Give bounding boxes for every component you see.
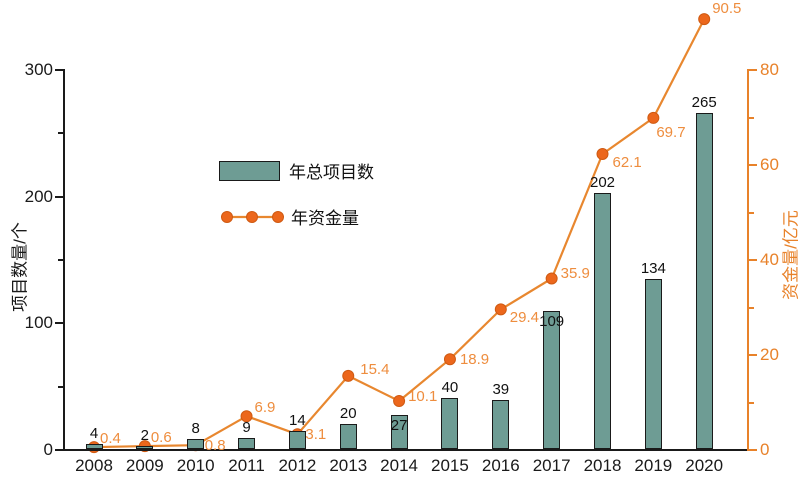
bar	[543, 310, 561, 449]
bar	[187, 438, 205, 449]
bar	[695, 113, 713, 449]
left-axis-minor-tick	[58, 132, 63, 135]
right-axis-tick-label: 20	[760, 345, 779, 364]
right-axis-tick-label: 60	[760, 155, 779, 174]
legend-item-line: 年资金量	[219, 204, 374, 229]
bar-value-label: 265	[691, 94, 717, 112]
bar	[594, 193, 611, 449]
line-value-label: 90.5	[712, 0, 742, 18]
x-axis-tick-label: 2011	[228, 456, 265, 475]
funding-line-point	[443, 353, 456, 366]
line-value-label: 0.6	[150, 429, 172, 447]
line-value-label: 3.1	[305, 426, 327, 444]
funding-line	[93, 18, 706, 449]
x-axis-tick-label: 2017	[532, 456, 571, 475]
x-axis-tick-label: 2009	[125, 456, 164, 475]
left-axis-minor-tick	[58, 259, 63, 261]
bar	[492, 399, 510, 449]
line-value-label: 6.9	[254, 399, 276, 417]
legend: 年总项目数 年资金量	[219, 158, 374, 229]
funding-line-point	[494, 303, 507, 316]
x-axis-tick-label: 2012	[278, 456, 317, 475]
left-axis-minor-tick	[58, 385, 63, 388]
bar-value-label: 2	[140, 427, 150, 445]
funding-line-point	[393, 395, 406, 408]
funding-line-point	[596, 148, 609, 161]
left-axis-major-tick	[55, 322, 63, 325]
bar-value-label: 134	[640, 260, 666, 278]
bar	[644, 279, 662, 449]
left-axis-major-tick	[55, 449, 63, 451]
left-axis-tick-label: 300	[24, 60, 53, 79]
bar-value-label: 40	[441, 379, 459, 397]
bar-value-label: 9	[242, 418, 251, 436]
right-axis-tick-label: 40	[760, 250, 779, 269]
right-axis-minor-tick	[749, 306, 754, 309]
x-axis-tick-label: 2010	[176, 456, 215, 475]
line-value-label: 0.4	[100, 430, 121, 448]
x-axis-tick-label: 2013	[329, 456, 368, 475]
right-axis-major-tick	[749, 69, 757, 71]
bar-value-label: 202	[589, 174, 616, 192]
bar-value-label: 20	[339, 404, 357, 422]
bar	[136, 446, 154, 449]
right-axis-minor-tick	[749, 211, 754, 214]
left-axis-tick-label: 0	[43, 440, 53, 459]
bar	[85, 443, 103, 449]
bar-legend-label: 年总项目数	[289, 163, 374, 182]
left-axis-spine	[63, 69, 65, 451]
funding-line-point	[342, 369, 355, 382]
line-value-label: 62.1	[612, 154, 642, 172]
funding-line-point	[647, 111, 660, 124]
left-axis-title: 项目数量/个	[10, 222, 30, 312]
bar-value-label: 4	[89, 424, 99, 442]
right-axis-minor-tick	[749, 401, 754, 404]
right-axis-minor-tick	[749, 116, 754, 119]
bar-value-label: 8	[191, 419, 200, 437]
line-value-label: 29.4	[509, 309, 539, 327]
funding-line-point	[545, 272, 558, 285]
x-axis-tick-label: 2008	[75, 456, 113, 475]
x-axis-tick-label: 2019	[634, 456, 673, 475]
bar-value-label: 14	[289, 412, 306, 430]
x-axis-tick-label: 2016	[481, 456, 520, 475]
right-axis-spine	[747, 69, 749, 451]
x-axis-tick-label: 2020	[685, 456, 724, 475]
line-value-label: 69.7	[656, 123, 686, 141]
bar-legend-swatch-icon	[219, 160, 280, 181]
x-axis-tick-label: 2015	[431, 456, 469, 475]
right-axis-major-tick	[749, 354, 757, 356]
x-axis-tick-label: 2018	[583, 456, 622, 475]
left-axis-major-tick	[55, 195, 63, 198]
x-axis-tick-label: 2014	[380, 456, 418, 475]
bar	[390, 414, 408, 449]
right-axis-tick-label: 0	[760, 440, 770, 459]
line-value-label: 15.4	[360, 360, 390, 378]
bottom-axis-spine	[63, 449, 749, 451]
line-value-label: 0.8	[204, 437, 226, 455]
bar	[288, 431, 306, 449]
left-axis-major-tick	[55, 69, 63, 71]
bar-value-label: 109	[539, 312, 565, 330]
line-value-label: 18.9	[459, 351, 490, 369]
line-legend-label: 年资金量	[291, 209, 359, 228]
bar	[441, 398, 459, 449]
bar-value-label: 39	[492, 380, 510, 398]
funding-line-point	[698, 13, 711, 26]
bar-value-label: 27	[390, 416, 408, 434]
bar	[339, 423, 357, 449]
legend-item-bar: 年总项目数	[219, 158, 374, 183]
left-axis-tick-label: 100	[24, 313, 53, 333]
right-axis-tick-label: 80	[760, 60, 779, 79]
left-axis-tick-label: 200	[24, 186, 53, 206]
line-value-label: 35.9	[560, 265, 590, 283]
line-legend-swatch-icon	[221, 210, 284, 223]
bar	[238, 437, 256, 449]
line-value-label: 10.1	[408, 388, 438, 406]
right-axis-major-tick	[749, 449, 757, 451]
right-axis-major-tick	[749, 164, 757, 166]
right-axis-major-tick	[749, 259, 757, 261]
